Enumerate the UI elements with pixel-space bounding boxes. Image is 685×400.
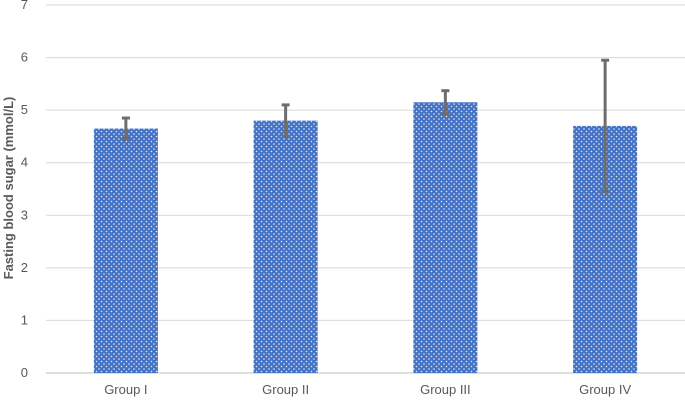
bar	[253, 120, 318, 374]
error-bar	[441, 89, 450, 116]
y-tick-label: 5	[21, 102, 28, 117]
bar	[413, 102, 478, 373]
y-tick-label: 0	[21, 365, 28, 380]
error-bars	[121, 58, 610, 194]
bars	[93, 102, 638, 374]
y-tick-label: 1	[21, 312, 28, 327]
error-bar	[121, 116, 130, 141]
x-tick-label: Group II	[262, 382, 309, 397]
bar	[93, 128, 158, 373]
y-axis-title: Fasting blood sugar (mmol/L)	[1, 97, 16, 280]
y-tick-label: 7	[21, 0, 28, 12]
x-tick-label: Group IV	[579, 382, 631, 397]
y-axis-ticks: 0 1 2 3 4 5 6 7	[21, 0, 28, 380]
x-axis-ticks: Group I Group II Group III Group IV	[104, 382, 631, 397]
x-tick-label: Group I	[104, 382, 147, 397]
x-tick-label: Group III	[420, 382, 471, 397]
y-tick-label: 6	[21, 50, 28, 65]
error-bar	[281, 103, 290, 138]
y-tick-label: 2	[21, 260, 28, 275]
y-tick-label: 3	[21, 207, 28, 222]
error-bar	[601, 58, 610, 194]
y-tick-label: 4	[21, 155, 28, 170]
